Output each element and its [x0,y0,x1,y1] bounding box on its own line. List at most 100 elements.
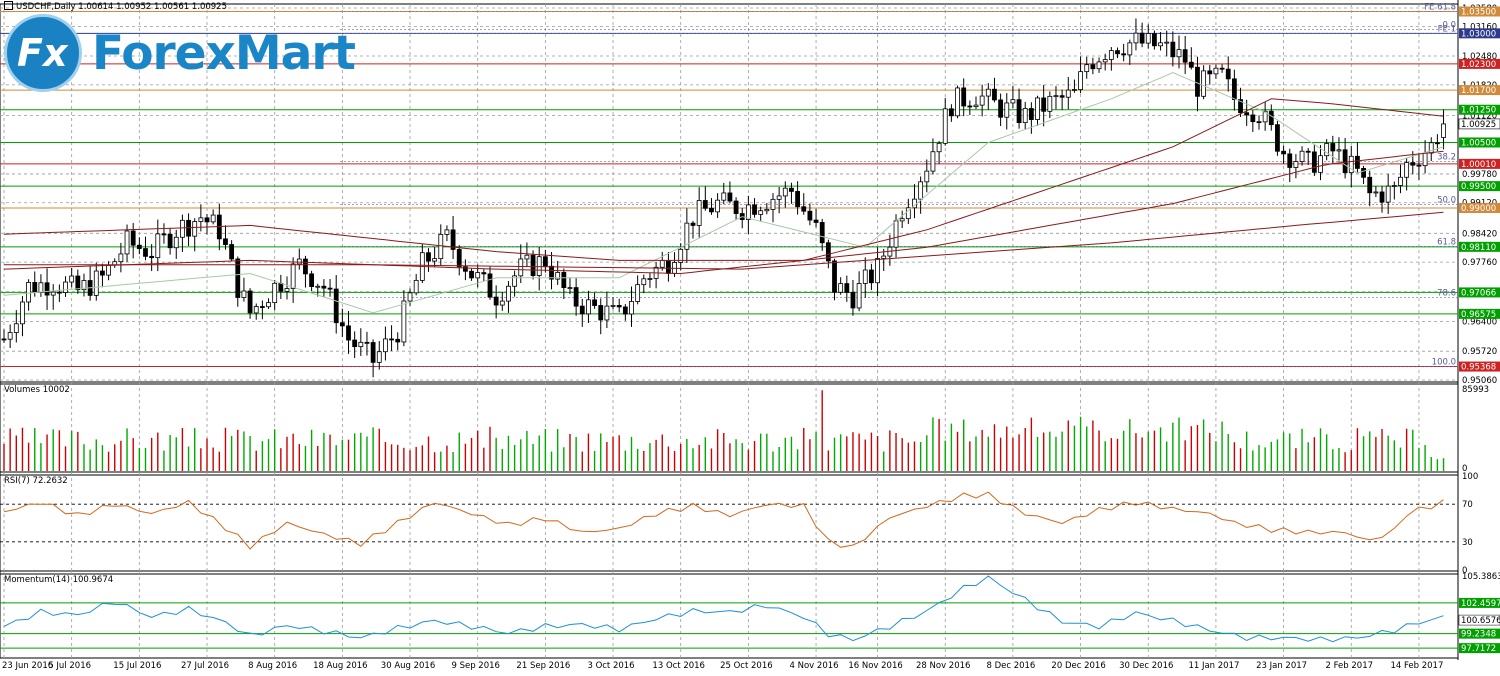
candle-body [1225,68,1231,80]
candle-body [715,199,721,213]
candle-body [610,305,616,307]
level-tag-label: 0.99500 [1461,182,1496,192]
candle-body [930,151,936,172]
candle-body [376,351,382,363]
level-tag-label: 1.02300 [1461,60,1496,70]
candle-body [869,269,874,284]
price-tick-label: 0.95720 [1462,347,1497,357]
candle-body [50,291,56,296]
candle-body [1072,89,1077,91]
candle-body [782,187,788,197]
candle-body [1127,42,1133,56]
candle-body [1404,162,1410,178]
candle-body [1361,168,1366,178]
candle-body [955,87,960,117]
level-tag [1459,158,1500,169]
candle-body [173,236,179,249]
candle-body [518,258,524,277]
candle-body [192,221,198,237]
candle-body [1170,41,1176,58]
pane-frame [0,570,1459,659]
candle-body [1035,97,1040,120]
candle-body [100,270,105,276]
candle-body [1305,150,1311,153]
price-tick-label: 1.02480 [1462,52,1497,62]
candle-body [758,210,764,215]
level-tag [1459,202,1500,213]
level-tag-label: 1.00500 [1461,138,1496,148]
candle-body [309,273,314,287]
candle-body [266,302,271,308]
candle-body [1231,78,1237,100]
time-axis-label: 11 Jan 2017 [1188,661,1239,671]
candle-body [1145,33,1151,44]
time-axis-label: 28 Nov 2016 [916,661,970,671]
level-tag-label: 0.96575 [1461,310,1496,320]
candle-body [1158,42,1163,47]
fib-label: 78.6 [1437,288,1456,298]
candle-body [364,341,370,344]
candle-body [616,305,622,308]
level-tag [1459,241,1500,252]
candle-body [1391,185,1397,187]
level-tag-label: 0.95368 [1461,363,1496,373]
candle-body [813,219,819,223]
level-tag-label: 1.01700 [1461,86,1496,96]
candle-body [1318,155,1323,173]
rsi-tick-label: 0 [1462,566,1467,576]
candle-body [1219,67,1225,70]
candle-body [1348,155,1354,174]
time-axis-label: 3 Oct 2016 [587,661,634,671]
candle-body [764,208,770,212]
momentum-label: Momentum(14) 100.9674 [4,575,113,585]
candle-body [186,219,191,237]
level-tag [1459,28,1500,39]
candle-body [1311,151,1317,173]
price-tick-label: 0.99780 [1462,170,1497,180]
ma-slow3-line [4,211,1444,270]
momentum-line [3,575,1444,643]
time-axis-label: 23 Jun 2016 [2,661,53,671]
candle-body [1016,99,1022,124]
candle-body [579,305,585,315]
candle-body [850,292,856,309]
candle-body [462,266,468,272]
candle-body [918,181,924,200]
momentum-tick-label: 105.3863 [1462,572,1500,582]
candle-body [1047,95,1053,112]
candle-body [948,108,954,117]
momentum-tick-label: 100.6576 [1461,616,1500,626]
time-axis-label: 23 Jan 2017 [1256,661,1307,671]
candle-body [985,88,991,97]
candle-body [1434,142,1440,145]
time-axis-label: 2 Feb 2017 [1326,661,1374,671]
ma-slow-line [3,98,1444,261]
volume-label: Volumes 10002 [4,385,70,395]
candle-body [776,195,782,200]
time-axis-label: 4 Nov 2016 [790,661,839,671]
candle-body [936,142,942,153]
candle-body [666,260,671,274]
price-tick-label: 0.96400 [1462,317,1497,327]
candle-body [1053,95,1059,98]
candle-body [303,258,308,275]
candle-body [1336,149,1342,152]
candle-body [1022,108,1028,124]
candle-body [235,258,241,298]
level-tag-label: 1.00010 [1461,160,1496,170]
candle-body [38,282,44,293]
chart-title-text: USDCHF,Daily 1.00614 1.00952 1.00561 1.0… [16,2,227,12]
candle-body [973,104,979,108]
momentum-tag [1459,643,1500,654]
level-tag-label: 0.99000 [1461,204,1496,214]
candle-body [1133,32,1139,44]
candle-body [426,252,431,262]
candle-body [7,332,13,340]
time-axis-label: 16 Nov 2016 [848,661,902,671]
candle-body [26,282,32,303]
candle-body [198,217,204,222]
candle-body [13,323,19,333]
candle-body [967,105,973,108]
candle-body [272,282,278,304]
